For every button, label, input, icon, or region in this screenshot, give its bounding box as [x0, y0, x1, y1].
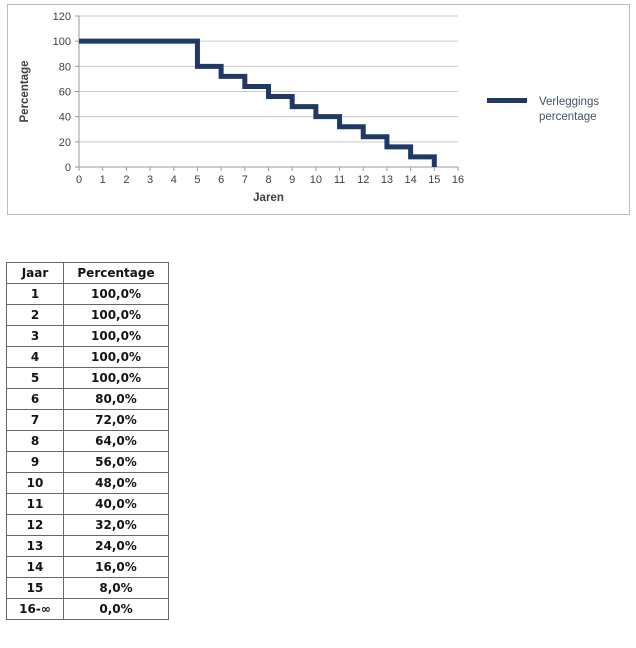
- x-tick-label: 6: [218, 174, 224, 186]
- cell-percentage: 56,0%: [63, 451, 169, 473]
- x-axis-title: Jaren: [253, 192, 284, 204]
- legend-label-line1: Verleggings: [539, 96, 599, 108]
- y-tick-label: 20: [59, 137, 71, 149]
- cell-percentage: 8,0%: [63, 577, 169, 599]
- x-tick-label: 4: [171, 174, 177, 186]
- x-tick-label: 14: [405, 174, 417, 186]
- y-tick-label: 100: [53, 36, 71, 48]
- cell-percentage: 100,0%: [63, 283, 169, 305]
- y-tick-label: 120: [53, 11, 71, 23]
- x-tick-label: 11: [334, 174, 345, 186]
- y-tick-label: 0: [65, 162, 71, 174]
- table-row: 15 8,0%: [6, 577, 169, 599]
- y-tick-label: 80: [59, 61, 71, 73]
- cell-percentage: 100,0%: [63, 367, 169, 389]
- cell-jaar: 3: [6, 325, 64, 347]
- y-tick-label: 40: [59, 112, 71, 124]
- cell-jaar: 1: [6, 283, 64, 305]
- series-step-line: [79, 38, 437, 167]
- cell-jaar: 6: [6, 388, 64, 410]
- x-tick-label: 9: [289, 174, 295, 186]
- cell-percentage: 100,0%: [63, 346, 169, 368]
- x-tick-label: 10: [310, 174, 322, 186]
- verleggings-percentage-chart: 0 20 40 60 80 100 120 0 1 2 3 4 5 6 7 8 9 10 11 12 13 14 15 16 P…: [7, 4, 630, 215]
- cell-percentage: 100,0%: [63, 325, 169, 347]
- table-body: 1 100,0% 2 100,0% 3 100,0% 4 100,0% 5 100,0% 6 80,0…: [6, 283, 169, 620]
- x-tick-label: 1: [100, 174, 106, 186]
- table-row: 8 64,0%: [6, 430, 169, 452]
- verleggings-percentage-table: Jaar Percentage 1 100,0% 2 100,0% 3 100,0% 4 10…: [6, 262, 169, 620]
- x-tick-label: 8: [265, 174, 271, 186]
- cell-percentage: 100,0%: [63, 304, 169, 326]
- table-row: 13 24,0%: [6, 535, 169, 557]
- table-header: Jaar Percentage: [6, 262, 169, 284]
- cell-jaar: 8: [6, 430, 64, 452]
- table-row: 10 48,0%: [6, 472, 169, 494]
- x-tick-label: 5: [194, 174, 200, 186]
- table-row: 9 56,0%: [6, 451, 169, 473]
- y-axis-title: Percentage: [19, 60, 31, 122]
- cell-jaar: 5: [6, 367, 64, 389]
- cell-percentage: 32,0%: [63, 514, 169, 536]
- table-row: 2 100,0%: [6, 304, 169, 326]
- table-row: 5 100,0%: [6, 367, 169, 389]
- table-header-percentage: Percentage: [63, 262, 169, 284]
- table-row: 1 100,0%: [6, 283, 169, 305]
- x-tick-label: 12: [357, 174, 369, 186]
- legend-label-line2: percentage: [539, 111, 597, 123]
- cell-jaar: 4: [6, 346, 64, 368]
- x-tick-label: 3: [147, 174, 153, 186]
- cell-percentage: 24,0%: [63, 535, 169, 557]
- x-tick-label: 2: [123, 174, 129, 186]
- x-tick-label: 0: [76, 174, 82, 186]
- cell-jaar: 15: [6, 577, 64, 599]
- cell-jaar: 14: [6, 556, 64, 578]
- x-tick-label: 15: [428, 174, 440, 186]
- table-row: 14 16,0%: [6, 556, 169, 578]
- cell-percentage: 40,0%: [63, 493, 169, 515]
- table-row: 12 32,0%: [6, 514, 169, 536]
- cell-percentage: 64,0%: [63, 430, 169, 452]
- cell-percentage: 16,0%: [63, 556, 169, 578]
- cell-jaar: 16-∞: [6, 598, 64, 620]
- cell-jaar: 7: [6, 409, 64, 431]
- table-row: 11 40,0%: [6, 493, 169, 515]
- cell-jaar: 12: [6, 514, 64, 536]
- cell-percentage: 72,0%: [63, 409, 169, 431]
- cell-jaar: 2: [6, 304, 64, 326]
- table-row: 6 80,0%: [6, 388, 169, 410]
- x-tick-label: 7: [242, 174, 248, 186]
- cell-percentage: 48,0%: [63, 472, 169, 494]
- table-row: 7 72,0%: [6, 409, 169, 431]
- x-tick-label: 13: [381, 174, 393, 186]
- x-tick-label: 16: [452, 174, 464, 186]
- table-row: 16-∞ 0,0%: [6, 598, 169, 620]
- cell-jaar: 9: [6, 451, 64, 473]
- cell-percentage: 0,0%: [63, 598, 169, 620]
- cell-jaar: 13: [6, 535, 64, 557]
- table-header-row: Jaar Percentage: [6, 262, 169, 284]
- legend-line-swatch: [487, 98, 527, 103]
- table-header-jaar: Jaar: [6, 262, 64, 284]
- cell-percentage: 80,0%: [63, 388, 169, 410]
- cell-jaar: 10: [6, 472, 64, 494]
- table-row: 4 100,0%: [6, 346, 169, 368]
- y-tick-label: 60: [59, 87, 71, 99]
- table-row: 3 100,0%: [6, 325, 169, 347]
- cell-jaar: 11: [6, 493, 64, 515]
